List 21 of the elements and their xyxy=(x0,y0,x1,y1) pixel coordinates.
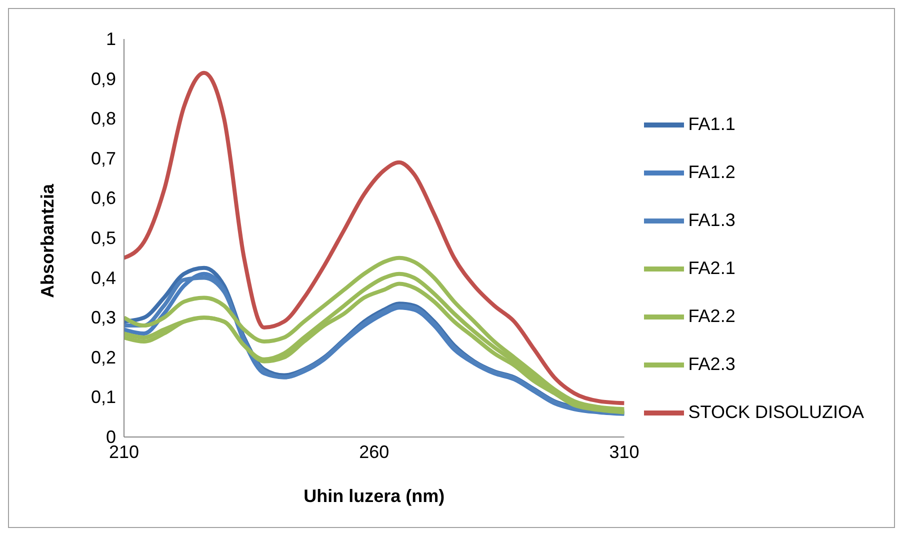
legend-label: FA2.2 xyxy=(688,306,736,326)
y-tick-label: 0,7 xyxy=(90,148,116,168)
y-tick-label: 0,5 xyxy=(90,228,116,248)
y-tick-label: 1 xyxy=(106,29,116,49)
y-tick-label: 0,9 xyxy=(90,68,116,89)
legend-label: FA1.2 xyxy=(688,162,736,182)
legend-label: FA2.3 xyxy=(688,354,736,374)
legend-label: FA2.1 xyxy=(688,258,736,278)
legend-label: FA1.3 xyxy=(688,210,736,230)
y-tick-label: 0,6 xyxy=(90,188,116,208)
y-tick-label: 0,4 xyxy=(90,268,116,288)
legend-label: STOCK DISOLUZIOA xyxy=(688,402,864,422)
x-axis-title: Uhin luzera (nm) xyxy=(304,486,445,506)
legend-label: FA1.1 xyxy=(688,114,736,134)
y-tick-label: 0,8 xyxy=(90,108,116,129)
x-tick-label: 310 xyxy=(609,442,640,462)
y-axis-title: Absorbantzia xyxy=(37,183,58,298)
y-tick-label: 0,3 xyxy=(90,308,116,328)
x-tick-label: 260 xyxy=(359,442,390,462)
y-tick-label: 0,2 xyxy=(90,347,116,368)
y-tick-label: 0,1 xyxy=(90,387,116,408)
